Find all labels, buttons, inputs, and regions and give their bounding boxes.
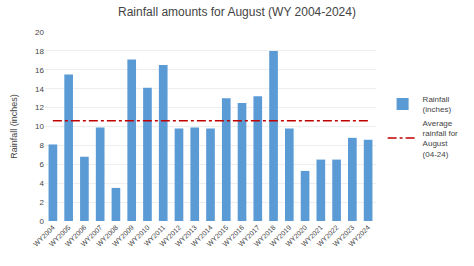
- svg-text:Averagerainfall forAugust(04-2: Averagerainfall forAugust(04-24): [423, 119, 458, 159]
- svg-text:WY2022: WY2022: [316, 224, 340, 248]
- svg-text:WY2015: WY2015: [205, 224, 229, 248]
- svg-text:Rainfall(inches): Rainfall(inches): [423, 95, 452, 114]
- svg-text:WY2004: WY2004: [32, 224, 56, 248]
- svg-text:WY2005: WY2005: [48, 224, 72, 248]
- svg-text:6: 6: [40, 160, 45, 169]
- svg-text:WY2008: WY2008: [95, 224, 119, 248]
- svg-text:WY2019: WY2019: [269, 224, 293, 248]
- svg-text:WY2024: WY2024: [347, 224, 371, 248]
- svg-text:WY2006: WY2006: [64, 224, 88, 248]
- svg-text:20: 20: [35, 28, 44, 37]
- svg-text:0: 0: [40, 217, 45, 226]
- svg-text:WY2010: WY2010: [127, 224, 151, 248]
- svg-text:12: 12: [35, 103, 44, 112]
- svg-text:WY2021: WY2021: [300, 224, 324, 248]
- svg-text:WY2014: WY2014: [190, 224, 214, 248]
- svg-text:WY2013: WY2013: [174, 224, 198, 248]
- svg-text:WY2020: WY2020: [284, 224, 308, 248]
- svg-text:18: 18: [35, 47, 44, 56]
- svg-text:4: 4: [40, 179, 45, 188]
- svg-text:WY2023: WY2023: [332, 224, 356, 248]
- svg-text:WY2012: WY2012: [158, 224, 182, 248]
- svg-text:2: 2: [40, 198, 45, 207]
- svg-text:WY2016: WY2016: [221, 224, 245, 248]
- svg-text:WY2011: WY2011: [143, 224, 167, 248]
- svg-text:14: 14: [35, 85, 44, 94]
- svg-text:WY2009: WY2009: [111, 224, 135, 248]
- svg-text:WY2007: WY2007: [79, 224, 103, 248]
- svg-text:WY2018: WY2018: [253, 224, 277, 248]
- svg-text:Rainfall amounts for August (W: Rainfall amounts for August (WY 2004-202…: [118, 5, 356, 19]
- svg-text:8: 8: [40, 141, 45, 150]
- svg-text:10: 10: [35, 122, 44, 131]
- svg-text:Rainfall (inches): Rainfall (inches): [9, 94, 19, 159]
- svg-text:16: 16: [35, 66, 44, 75]
- svg-text:WY2017: WY2017: [237, 224, 261, 248]
